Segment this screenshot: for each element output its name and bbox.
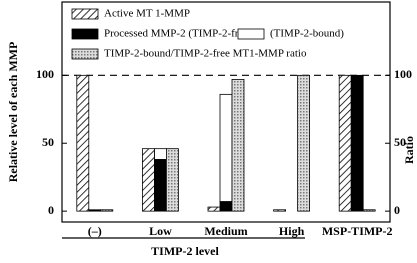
y2-tick-label: 0	[394, 203, 400, 217]
bar	[100, 209, 114, 212]
x-tick-label: High	[279, 224, 305, 238]
bar	[219, 93, 233, 203]
bar	[338, 74, 352, 212]
legend-label: Processed MMP-2 (TIMP-2-free)	[104, 28, 252, 40]
bar	[165, 148, 179, 212]
y-tick-label: 50	[42, 135, 54, 149]
y2-tick-label: 50	[394, 135, 406, 149]
x-tick-label: Medium	[204, 224, 247, 238]
bar	[362, 209, 376, 212]
bar	[153, 159, 167, 212]
y-tick-label: 100	[36, 67, 54, 81]
legend-swatch	[71, 8, 99, 20]
bar	[350, 74, 364, 212]
bar	[153, 148, 167, 160]
legend-swatch	[71, 28, 99, 40]
x-axis-label: TIMP-2 level	[151, 244, 219, 258]
y2-axis-label: Ratio	[402, 136, 416, 164]
x-tick-label: (–)	[88, 224, 102, 238]
bar	[231, 79, 245, 212]
x-tick-label: Low	[149, 224, 172, 238]
bar	[76, 74, 90, 212]
legend-label: Active MT 1-MMP	[104, 8, 190, 20]
y-tick-label: 0	[48, 203, 54, 217]
y-axis-label: Relative level of each MMP	[6, 42, 20, 183]
bar	[141, 148, 155, 212]
legend-label: TIMP-2-bound/TIMP-2-free MT1-MMP ratio	[104, 48, 307, 60]
legend-swatch	[237, 28, 265, 40]
bar	[207, 206, 221, 212]
bar	[219, 201, 233, 212]
x-tick-label: MSP-TIMP-2	[322, 224, 393, 238]
legend-swatch	[71, 48, 99, 60]
bar	[297, 74, 311, 212]
legend-label: (TIMP-2-bound)	[270, 28, 344, 40]
bar	[88, 209, 102, 212]
y2-tick-label: 100	[394, 67, 412, 81]
bar	[273, 209, 287, 212]
plot-frame	[61, 1, 391, 223]
